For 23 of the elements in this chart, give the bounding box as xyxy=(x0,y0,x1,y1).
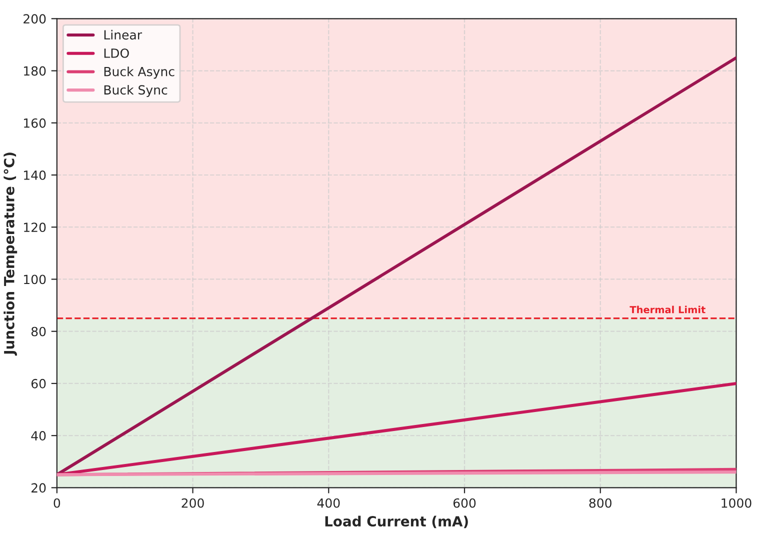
x-tick-label: 0 xyxy=(54,498,60,508)
legend-label: LDO xyxy=(104,48,129,58)
y-tick-label: 160 xyxy=(24,118,46,128)
y-tick-label: 40 xyxy=(31,431,46,441)
y-tick-label: 180 xyxy=(24,66,46,76)
y-tick-label: 80 xyxy=(31,326,46,336)
y-tick-label: 60 xyxy=(31,378,46,388)
y-tick-label: 100 xyxy=(24,274,46,284)
legend-label: Buck Async xyxy=(104,66,174,79)
x-tick-label: 800 xyxy=(589,498,612,508)
legend-label: Buck Sync xyxy=(104,84,168,98)
y-tick-label: 120 xyxy=(24,222,46,232)
x-tick-label: 200 xyxy=(182,498,204,508)
x-tick-label: 400 xyxy=(317,498,340,508)
x-tick-label: 1000 xyxy=(722,498,752,508)
x-tick-label: 600 xyxy=(453,498,476,508)
x-axis-title: Load Current (mA) xyxy=(325,516,468,528)
y-tick-label: 140 xyxy=(24,170,46,180)
y-tick-label: 20 xyxy=(32,483,46,493)
y-axis-title: Junction Temperature (°C) xyxy=(4,152,18,356)
ref-line-label: Thermal Limit xyxy=(630,306,706,314)
legend-label: Linear xyxy=(104,30,142,40)
y-tick-label: 200 xyxy=(24,14,46,24)
